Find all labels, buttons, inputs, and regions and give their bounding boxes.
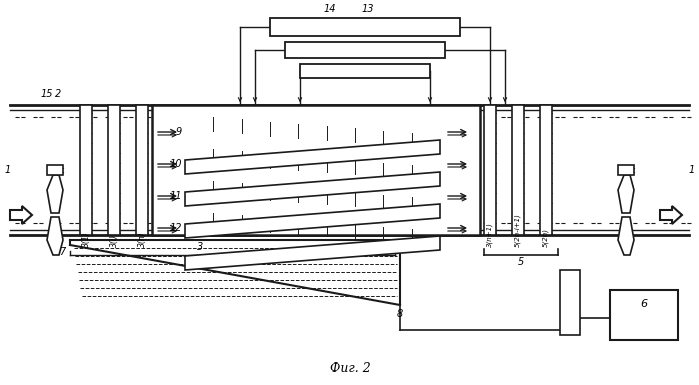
Bar: [285, 42, 445, 58]
Polygon shape: [618, 175, 634, 213]
Text: 5(2n-i+1): 5(2n-i+1): [514, 213, 521, 247]
Text: 3(n): 3(n): [138, 231, 147, 247]
Text: 3: 3: [197, 242, 203, 252]
Text: 1: 1: [5, 165, 11, 175]
Text: 3(i): 3(i): [110, 234, 119, 247]
Bar: [618, 165, 634, 175]
Text: 3(1): 3(1): [82, 231, 90, 247]
Bar: [136, 105, 148, 235]
Bar: [47, 165, 63, 175]
Text: 2: 2: [55, 89, 61, 99]
Text: 11: 11: [169, 191, 182, 201]
Bar: [270, 18, 460, 36]
Polygon shape: [660, 206, 682, 224]
Text: Фиг. 2: Фиг. 2: [330, 362, 370, 375]
Polygon shape: [185, 172, 440, 206]
Text: 15: 15: [41, 89, 53, 99]
Text: 6: 6: [640, 299, 647, 309]
Text: 9: 9: [175, 127, 182, 137]
Text: 13: 13: [362, 4, 374, 14]
Polygon shape: [47, 217, 63, 255]
Text: 14: 14: [324, 4, 336, 14]
Bar: [610, 290, 678, 340]
Bar: [80, 105, 92, 235]
Polygon shape: [618, 217, 634, 255]
Bar: [560, 270, 580, 335]
Text: 5(2n): 5(2n): [542, 228, 549, 247]
Polygon shape: [185, 204, 440, 238]
Text: 8: 8: [397, 309, 403, 319]
Polygon shape: [185, 140, 440, 174]
Bar: [512, 105, 524, 235]
Bar: [152, 105, 480, 235]
Text: 1: 1: [689, 165, 695, 175]
Polygon shape: [47, 175, 63, 213]
Bar: [484, 105, 496, 235]
Text: 5: 5: [518, 257, 524, 267]
Text: 3(n+1): 3(n+1): [487, 222, 493, 247]
Bar: [108, 105, 120, 235]
Text: 12: 12: [169, 223, 182, 233]
Bar: [300, 64, 430, 78]
Polygon shape: [10, 206, 32, 224]
Polygon shape: [185, 236, 440, 270]
Bar: [540, 105, 552, 235]
Text: 10: 10: [169, 159, 182, 169]
Text: 7: 7: [59, 247, 65, 257]
